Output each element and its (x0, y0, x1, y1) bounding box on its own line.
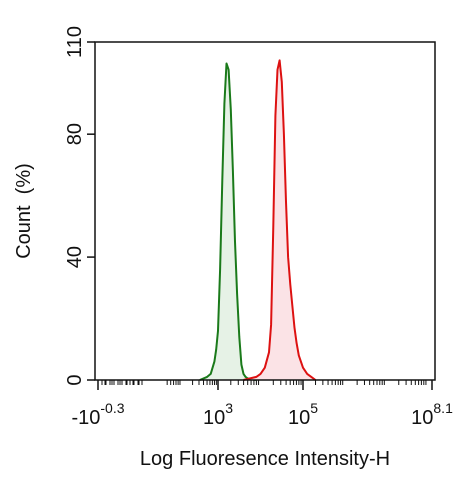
x-axis-ticks: -10-0.3 103 105 108.1 (71, 380, 453, 429)
x-axis-title: Log Fluoresence Intensity-H (140, 448, 390, 470)
y-axis-ticks: 0 40 80 110 (64, 26, 95, 386)
y-tick-label: 40 (64, 246, 86, 268)
x-tick-label: 108.1 (411, 400, 453, 429)
y-tick-label: 0 (64, 374, 86, 385)
series-fill-1 (199, 63, 257, 380)
series-fill-2 (243, 60, 316, 381)
y-tick-label: 110 (64, 26, 86, 58)
series-line-1 (199, 62, 257, 381)
x-tick-label: 105 (288, 400, 318, 429)
y-tick-label: 80 (64, 123, 86, 145)
y-axis-title: Count (%) (13, 163, 35, 259)
series-layer (199, 59, 317, 381)
plot-frame (94, 41, 436, 381)
series-line-2 (243, 59, 317, 381)
x-tick-label: -10-0.3 (71, 400, 124, 429)
x-tick-label: 103 (203, 400, 233, 429)
x-minor-ticks (101, 380, 427, 385)
